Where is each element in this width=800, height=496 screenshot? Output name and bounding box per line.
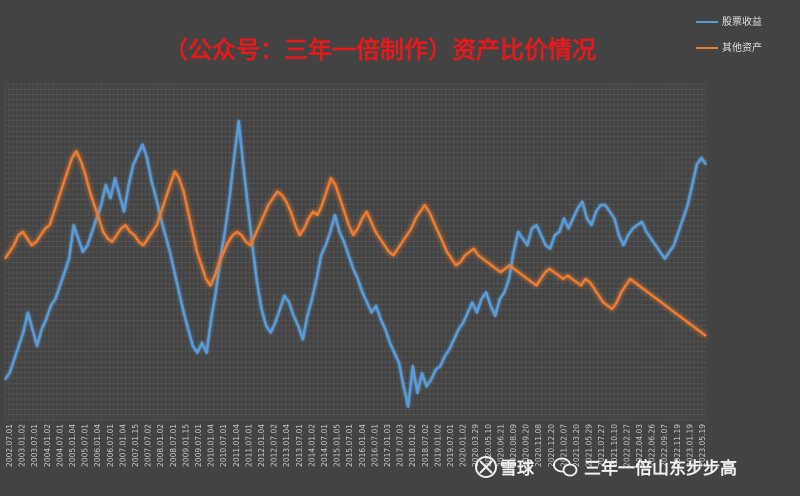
x-tick-label: 2016.07.01 xyxy=(370,424,379,467)
chart-title: （公众号：三年一倍制作）资产比价情况 xyxy=(164,35,596,64)
x-tick-label: 2002.07.01 xyxy=(5,424,14,467)
x-tick-label: 2015.07.01 xyxy=(345,424,354,467)
x-tick-label: 2013.07.01 xyxy=(295,424,304,467)
x-tick-label: 2012.01.04 xyxy=(257,424,266,467)
x-tick-label: 2003.07.01 xyxy=(30,424,39,467)
x-tick-label: 2020.01.02 xyxy=(459,424,468,467)
x-tick-label: 2021.05.29 xyxy=(585,424,594,467)
x-tick-label: 2019.01.02 xyxy=(433,424,442,467)
x-tick-label: 2007.07.02 xyxy=(144,424,153,467)
x-tick-label: 2022.02.27 xyxy=(622,424,631,467)
x-tick-label: 2021.03.20 xyxy=(572,424,581,467)
x-tick-label: 2010.01.04 xyxy=(207,424,216,467)
x-tick-label: 2018.01.02 xyxy=(408,424,417,467)
x-tick-label: 2009.07.01 xyxy=(194,424,203,467)
x-tick-label: 2022.04.03 xyxy=(635,424,644,467)
wechat-logo-icon xyxy=(553,457,578,477)
series-line-other xyxy=(4,149,707,337)
x-tick-label: 2006.01.04 xyxy=(93,424,102,467)
x-axis-ticks: 2002.07.01 2003.01.02 2003.07.01 2004.01.02… xyxy=(5,424,707,467)
x-tick-label: 2007.01.15 xyxy=(131,424,140,467)
x-tick-label: 2022.06.26 xyxy=(648,424,657,467)
x-tick-label: 2015.01.05 xyxy=(333,424,342,467)
xueqiu-logo-icon xyxy=(475,456,497,478)
legend: 股票收益 其他资产 xyxy=(696,15,762,54)
series-layer xyxy=(4,119,707,408)
x-tick-label: 2021.07.27 xyxy=(597,424,606,467)
watermark-platform: 雪球 xyxy=(500,459,535,479)
x-tick-label: 2009.01.15 xyxy=(181,424,190,467)
x-tick-label: 2004.07.01 xyxy=(55,424,64,467)
x-tick-label: 2008.01.02 xyxy=(156,424,165,467)
x-tick-label: 2014.07.01 xyxy=(320,424,329,467)
x-tick-label: 2013.01.04 xyxy=(282,424,291,467)
x-tick-label: 2014.01.02 xyxy=(307,424,316,467)
x-tick-label: 2016.01.04 xyxy=(358,424,367,467)
series-line-stock xyxy=(4,119,707,408)
x-tick-label: 2005.07.01 xyxy=(81,424,90,467)
watermark-author: 三年一倍山东步步高 xyxy=(584,458,737,479)
x-tick-label: 2003.01.02 xyxy=(18,424,27,467)
x-tick-label: 2008.07.01 xyxy=(169,424,178,467)
x-tick-label: 2023.05.19 xyxy=(698,424,707,467)
x-tick-label: 2020.08.09 xyxy=(509,424,518,467)
x-tick-label: 2007.01.04 xyxy=(118,424,127,467)
x-tick-label: 2011.01.04 xyxy=(232,424,241,467)
x-tick-label: 2005.01.04 xyxy=(68,424,77,467)
x-tick-label: 2020.03.29 xyxy=(471,424,480,467)
watermark: 雪球 三年一倍山东步步高 xyxy=(475,456,737,479)
x-tick-label: 2011.07.01 xyxy=(244,424,253,467)
x-tick-label: 2017.07.03 xyxy=(396,424,405,467)
legend-label-stock: 股票收益 xyxy=(722,15,762,28)
x-tick-label: 2020.09.20 xyxy=(522,424,531,467)
x-tick-label: 2004.01.02 xyxy=(43,424,52,467)
x-tick-label: 2020.06.21 xyxy=(496,424,505,467)
x-tick-label: 2022.09.07 xyxy=(660,424,669,467)
x-tick-label: 2019.07.01 xyxy=(446,424,455,467)
x-tick-label: 2020.05.10 xyxy=(484,424,493,467)
x-tick-label: 2022.11.19 xyxy=(673,424,682,467)
x-tick-label: 2006.07.01 xyxy=(106,424,115,467)
x-tick-label: 2020.11.08 xyxy=(534,424,543,467)
legend-label-other: 其他资产 xyxy=(722,41,762,54)
x-tick-label: 2021.10.10 xyxy=(610,424,619,467)
x-tick-label: 2020.12.20 xyxy=(547,424,556,467)
x-tick-label: 2023.01.19 xyxy=(685,424,694,467)
x-tick-label: 2018.07.02 xyxy=(421,424,430,467)
x-tick-label: 2010.07.01 xyxy=(219,424,228,467)
x-tick-label: 2021.02.07 xyxy=(559,424,568,467)
x-tick-label: 2012.07.02 xyxy=(270,424,279,467)
x-tick-label: 2017.01.03 xyxy=(383,424,392,467)
grid xyxy=(4,83,707,421)
